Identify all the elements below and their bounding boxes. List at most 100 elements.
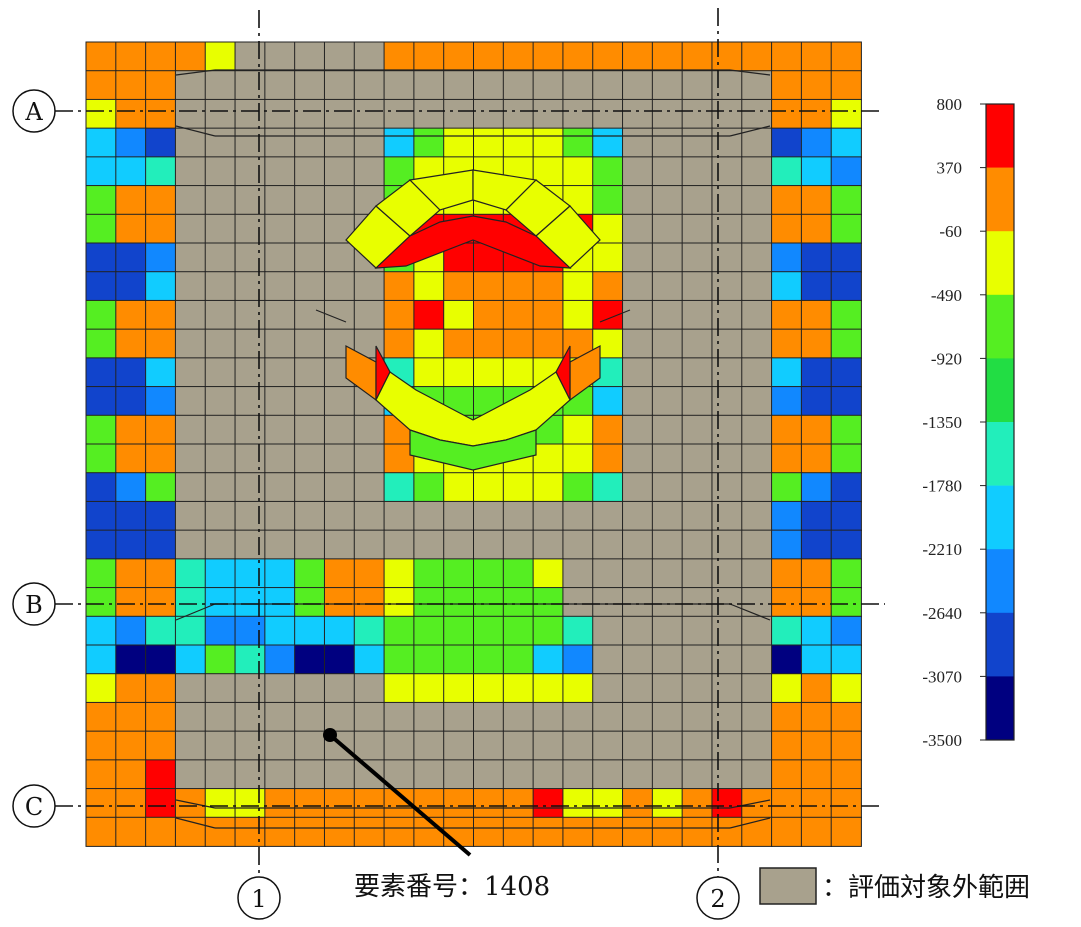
mesh-cell (295, 616, 325, 645)
mesh-cell (235, 674, 265, 703)
mesh-cell (682, 243, 712, 272)
mesh-cell (772, 71, 802, 100)
colorbar-segment (986, 613, 1014, 677)
mesh-cell (831, 444, 861, 473)
mesh-cell (265, 358, 295, 387)
mesh-cell (86, 616, 116, 645)
mesh-cell (652, 128, 682, 157)
mesh-cell (772, 243, 802, 272)
mesh-cell (772, 817, 802, 846)
mesh-cell (86, 702, 116, 731)
mesh-cell (682, 71, 712, 100)
mesh-cell (503, 702, 533, 731)
mesh-cell (116, 702, 146, 731)
mesh-cell (801, 789, 831, 818)
mesh-cell (86, 817, 116, 846)
mesh-cell (623, 559, 653, 588)
mesh-cell (712, 272, 742, 301)
mesh-cell (623, 42, 653, 71)
mesh-cell (324, 186, 354, 215)
mesh-cell (563, 444, 593, 473)
mesh-cell (324, 501, 354, 530)
mesh-cell (801, 358, 831, 387)
mesh-cell (265, 674, 295, 703)
mesh-cell (533, 444, 563, 473)
mesh-cell (86, 473, 116, 502)
mesh-cell (742, 559, 772, 588)
mesh-cell (384, 329, 414, 358)
mesh-cell (533, 329, 563, 358)
mesh-cell (503, 674, 533, 703)
mesh-cell (324, 157, 354, 186)
mesh-cell (652, 99, 682, 128)
mesh-cell (563, 530, 593, 559)
mesh-cell (175, 99, 205, 128)
mesh-cell (831, 243, 861, 272)
mesh-cell (265, 645, 295, 674)
mesh-cell (772, 731, 802, 760)
mesh-cell (384, 99, 414, 128)
mesh-cell (146, 645, 176, 674)
mesh-cell (384, 71, 414, 100)
mesh-cell (563, 789, 593, 818)
mesh-cell (593, 674, 623, 703)
mesh-cell (235, 415, 265, 444)
mesh-cell (265, 186, 295, 215)
mesh-cell (295, 559, 325, 588)
mesh-cell (623, 157, 653, 186)
mesh-cell (205, 817, 235, 846)
mesh-cell (86, 789, 116, 818)
mesh-cell (652, 157, 682, 186)
mesh-cell (86, 444, 116, 473)
mesh-cell (265, 530, 295, 559)
mesh-cell (384, 702, 414, 731)
mesh-cell (474, 71, 504, 100)
mesh-cell (146, 157, 176, 186)
mesh-cell (354, 473, 384, 502)
mesh-cell (593, 473, 623, 502)
mesh-cell (116, 559, 146, 588)
mesh-cell (116, 99, 146, 128)
mesh-cell (295, 214, 325, 243)
mesh-cell (533, 702, 563, 731)
mesh-cell (712, 789, 742, 818)
mesh-cell (295, 501, 325, 530)
mesh-cell (324, 616, 354, 645)
mesh-cell (384, 674, 414, 703)
colorbar: 800370-60-490-920-1350-1780-2210-2640-30… (922, 95, 1014, 750)
mesh-cell (205, 789, 235, 818)
mesh-cell (474, 588, 504, 617)
mesh-cell (86, 501, 116, 530)
mesh-cell (175, 387, 205, 416)
colorbar-segment (986, 168, 1014, 232)
colorbar-tick-label: -490 (931, 286, 962, 305)
colorbar-tick-label: 370 (937, 159, 963, 178)
mesh-cell (146, 559, 176, 588)
mesh-cell (205, 186, 235, 215)
mesh-cell (593, 444, 623, 473)
colorbar-segment (986, 549, 1014, 613)
mesh-cell (623, 387, 653, 416)
mesh-cell (801, 588, 831, 617)
mesh-cell (354, 530, 384, 559)
svg-text:C: C (25, 793, 43, 821)
mesh-cell (444, 789, 474, 818)
mesh-cell (205, 530, 235, 559)
mesh-cell (831, 42, 861, 71)
mesh-cell (801, 530, 831, 559)
mesh-cell (474, 272, 504, 301)
mesh-cell (324, 272, 354, 301)
colorbar-segment (986, 486, 1014, 550)
mesh-cell (474, 616, 504, 645)
mesh-cell (86, 559, 116, 588)
mesh-cell (265, 214, 295, 243)
mesh-cell (146, 473, 176, 502)
mesh-cell (474, 760, 504, 789)
mesh-cell (831, 760, 861, 789)
mesh-cell (652, 214, 682, 243)
mesh-cell (116, 157, 146, 186)
mesh-cell (265, 760, 295, 789)
mesh-cell (593, 789, 623, 818)
mesh-cell (593, 128, 623, 157)
mesh-cell (652, 674, 682, 703)
